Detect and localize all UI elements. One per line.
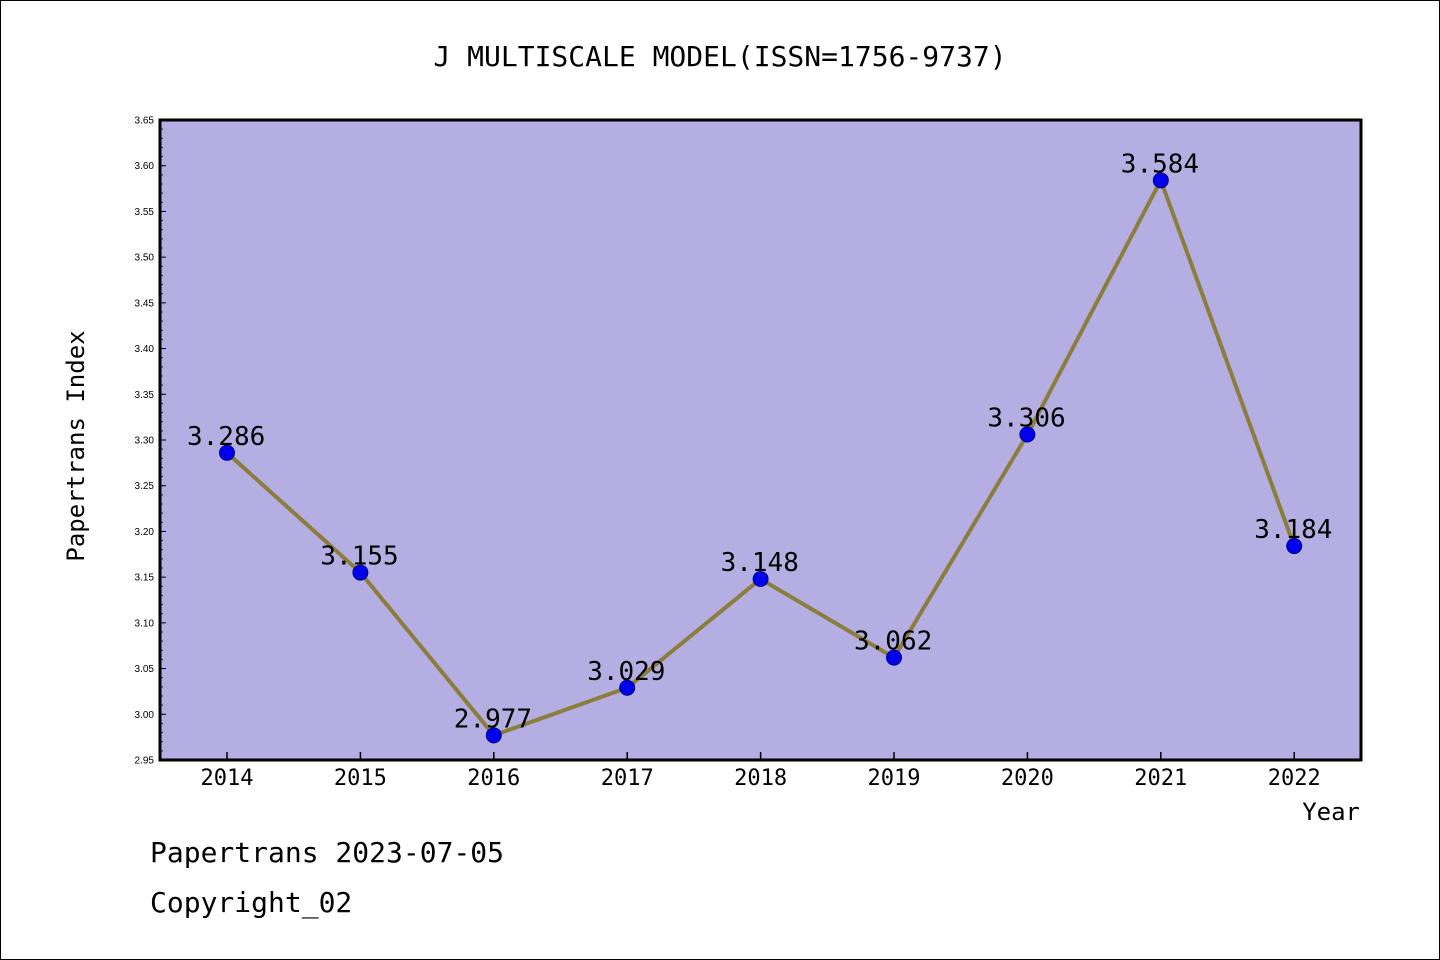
x-tick-label: 2019 (868, 766, 921, 791)
data-point (352, 564, 369, 581)
y-tick-label: 3.60 (135, 161, 155, 172)
x-tick-label: 2021 (1134, 766, 1187, 791)
footer-copyright-caption: Copyright_02 (150, 886, 353, 919)
y-tick-label: 3.55 (135, 207, 155, 218)
data-label-layer: 3.286 3.155 2.977 3.029 3.148 3.062 3.306 3.584… (187, 149, 1332, 734)
x-axis-title: Year (1302, 798, 1360, 826)
y-tick-label: 3.30 (135, 436, 155, 447)
y-axis-title: Papertrans Index (62, 330, 90, 561)
x-tick-label: 2022 (1268, 766, 1321, 791)
footer-date-caption: Papertrans 2023-07-05 (150, 836, 505, 869)
y-tick-label: 3.50 (135, 253, 155, 264)
data-label: 3.584 (1121, 149, 1199, 179)
series-layer (219, 172, 1303, 744)
data-point (485, 727, 502, 744)
data-point (886, 649, 902, 666)
y-tick-label: 2.95 (135, 756, 155, 767)
x-tick-label: 2017 (601, 766, 654, 791)
y-tick-label: 3.20 (135, 527, 155, 538)
x-tick-label: 2015 (334, 766, 387, 791)
y-tick-label: 3.65 (135, 116, 155, 127)
data-point (752, 570, 769, 587)
plot-area (158, 118, 1363, 762)
y-tick-label: 3.05 (135, 664, 155, 675)
y-axis: 2.95 3.00 3.05 3.10 3.15 3.20 3.25 3.30 3.35 3.40… (135, 116, 166, 767)
y-tick-label: 3.35 (135, 390, 155, 401)
data-point (1152, 172, 1169, 189)
data-label: 3.286 (187, 422, 265, 452)
data-label: 3.184 (1254, 515, 1332, 545)
data-label: 3.062 (854, 627, 932, 657)
y-tick-label: 3.45 (135, 298, 155, 309)
y-tick-label: 3.15 (135, 573, 155, 584)
y-tick-label: 3.25 (135, 481, 155, 492)
data-label: 2.977 (454, 704, 532, 734)
x-axis: 2014 2015 2016 2017 2018 2019 2020 2021 2022 (201, 752, 1321, 791)
x-tick-label: 2014 (201, 766, 254, 791)
y-tick-label: 3.10 (135, 618, 155, 629)
data-label: 3.148 (721, 548, 799, 578)
data-point (1019, 426, 1036, 443)
chart-title: J MULTISCALE MODEL(ISSN=1756-9737) (433, 40, 1006, 73)
x-tick-label: 2018 (734, 766, 787, 791)
y-tick-label: 3.40 (135, 344, 155, 355)
data-point (219, 444, 235, 461)
data-label: 3.155 (320, 542, 398, 572)
data-point (619, 679, 636, 696)
x-tick-label: 2020 (1001, 766, 1054, 791)
data-point (1286, 538, 1303, 555)
x-tick-label: 2016 (467, 766, 520, 791)
y-tick-label: 3.00 (135, 710, 155, 721)
data-label: 3.029 (587, 657, 665, 687)
data-label: 3.306 (987, 404, 1065, 434)
